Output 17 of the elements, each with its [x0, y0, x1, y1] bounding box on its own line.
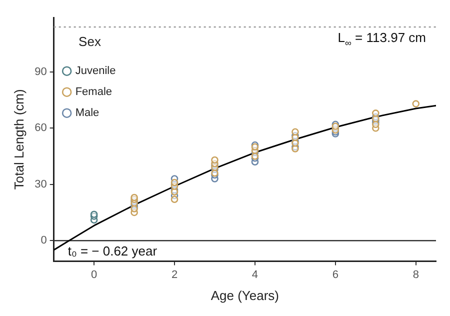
- ref-line-label: L∞ = 113.97 cm: [338, 30, 426, 48]
- y-tick-label: 0: [40, 234, 47, 247]
- y-tick-label: 30: [34, 178, 47, 190]
- x-tick-label: 2: [171, 268, 178, 281]
- y-tick-label: 90: [34, 66, 47, 78]
- x-tick-label: 4: [252, 268, 258, 281]
- legend-label: Juvenile: [75, 65, 116, 78]
- x-tick-label: 8: [412, 268, 419, 281]
- ref-line-label: t₀ = − 0.62 year: [68, 244, 158, 259]
- y-tick-label: 60: [34, 122, 47, 134]
- x-tick-label: 6: [332, 268, 338, 281]
- y-axis-title: Total Length (cm): [11, 89, 26, 190]
- x-tick-label: 0: [91, 268, 98, 281]
- legend-label: Female: [75, 86, 112, 98]
- legend-title: Sex: [78, 34, 102, 50]
- legend-label: Male: [75, 107, 100, 120]
- x-axis-title: Age (Years): [210, 288, 280, 303]
